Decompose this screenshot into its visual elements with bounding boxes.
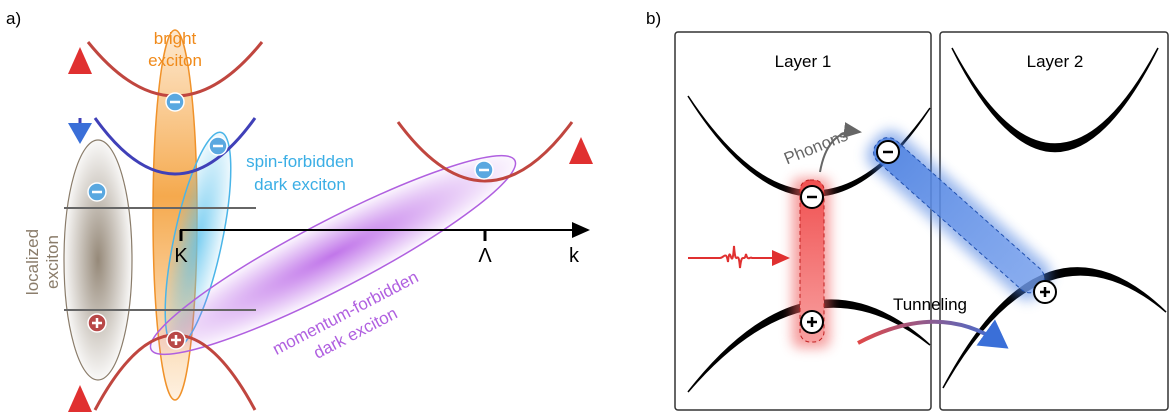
figure: a) bright exciton spin-forbidden dark ex…: [0, 0, 1173, 412]
panel-label: b): [646, 9, 661, 28]
localized-label: exciton: [43, 235, 62, 289]
lambda-point-label: Λ: [478, 245, 492, 267]
bright-label: bright: [154, 29, 197, 48]
layer-2-label: Layer 2: [1027, 52, 1084, 71]
tunneling-arrow: [858, 322, 1002, 344]
k-point-label: K: [174, 245, 188, 267]
bright-label: exciton: [148, 51, 202, 70]
spin-forbidden-label: dark exciton: [254, 175, 346, 194]
spin-forbidden-label: spin-forbidden: [246, 152, 354, 171]
layer-1-label: Layer 1: [775, 52, 832, 71]
panel-a: a) bright exciton spin-forbidden dark ex…: [6, 9, 588, 410]
panel-label: a): [6, 9, 21, 28]
localized-label: localized: [23, 229, 42, 295]
light-pulse: [688, 246, 788, 268]
localized-ellipse: [64, 140, 132, 380]
momentum-label: k: [569, 245, 580, 267]
tunneling-label: Tunneling: [893, 295, 967, 314]
phonons-label: Phonons: [781, 126, 850, 169]
panel-b: b) Layer 1 Layer 2 Phonons Tunneling: [646, 9, 1168, 410]
